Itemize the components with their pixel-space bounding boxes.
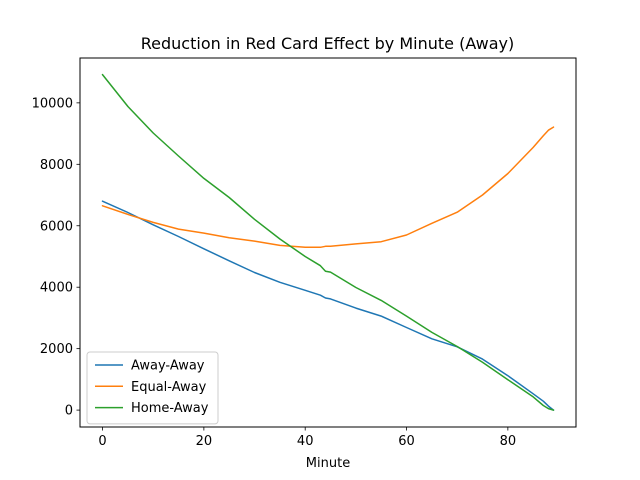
x-axis: 0 20 40 60 80	[98, 427, 516, 449]
legend-label: Home-Away	[131, 401, 209, 416]
y-tick-label: 2000	[40, 342, 73, 357]
chart-title: Reduction in Red Card Effect by Minute (…	[141, 34, 514, 53]
series-line-2	[101, 126, 555, 249]
plot-frame	[79, 57, 577, 428]
series-line-1	[101, 200, 555, 411]
series-line-3	[101, 73, 555, 411]
y-tick-label: 10000	[32, 96, 73, 111]
plot-area	[101, 73, 555, 411]
y-tick-label: 6000	[40, 219, 73, 234]
x-axis-title: Minute	[306, 456, 350, 471]
y-tick-label: 4000	[40, 281, 73, 296]
y-tick-label: 0	[65, 404, 73, 419]
y-tick-label: 8000	[40, 158, 73, 173]
x-tick-label: 60	[398, 434, 415, 449]
legend-label: Equal-Away	[131, 380, 207, 395]
x-tick-label: 20	[196, 434, 213, 449]
x-tick-label: 0	[98, 434, 106, 449]
x-tick-label: 80	[500, 434, 517, 449]
legend: Away-Away Equal-Away Home-Away	[86, 351, 219, 425]
legend-box	[86, 351, 219, 425]
x-tick-label: 40	[297, 434, 314, 449]
y-axis: 0 2000 4000 6000 8000 10000	[32, 96, 80, 419]
legend-label: Away-Away	[131, 359, 205, 374]
